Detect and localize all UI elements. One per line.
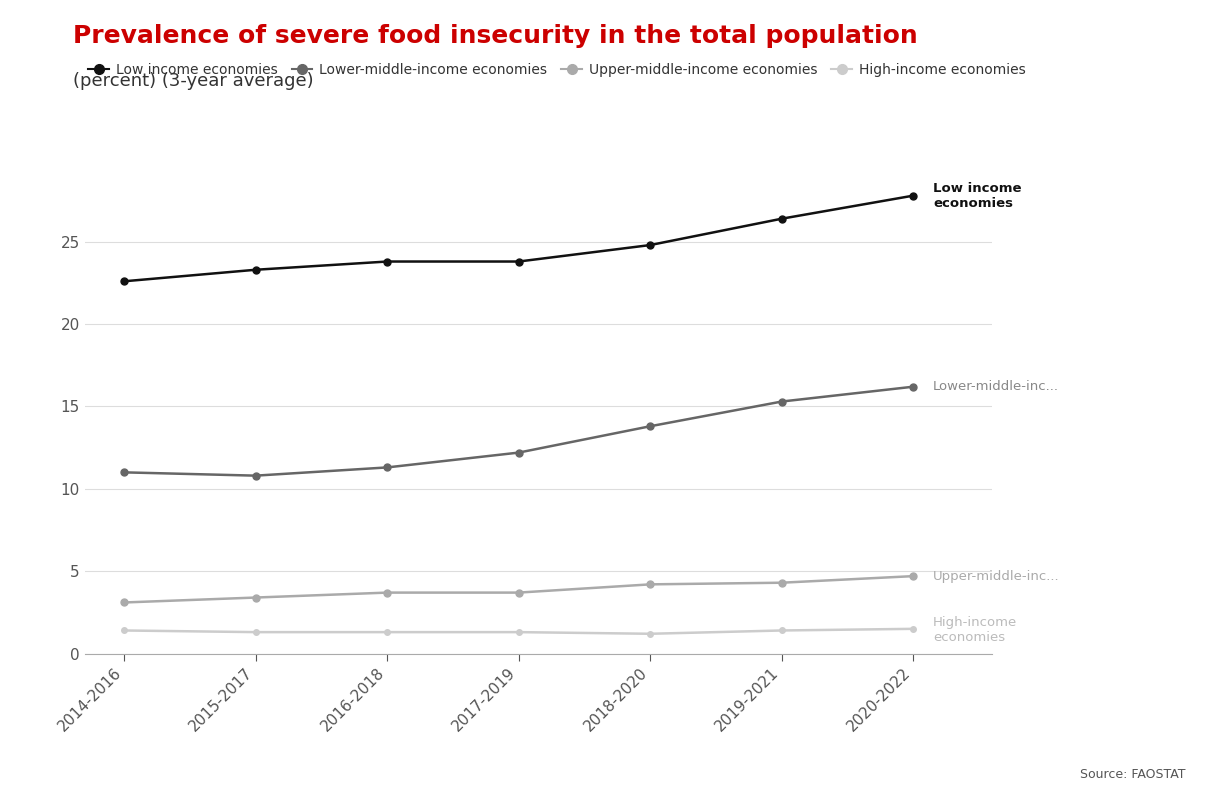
Text: Source: FAOSTAT: Source: FAOSTAT [1081,768,1186,781]
Text: Upper-middle-inc...: Upper-middle-inc... [933,570,1060,583]
Text: Lower-middle-inc...: Lower-middle-inc... [933,380,1059,393]
Text: High-income
economies: High-income economies [933,617,1018,645]
Text: Low income
economies: Low income economies [933,182,1021,210]
Text: (percent) (3-year average): (percent) (3-year average) [73,72,313,90]
Legend: Low income economies, Lower-middle-income economies, Upper-middle-income economi: Low income economies, Lower-middle-incom… [82,57,1031,83]
Text: Prevalence of severe food insecurity in the total population: Prevalence of severe food insecurity in … [73,24,917,48]
